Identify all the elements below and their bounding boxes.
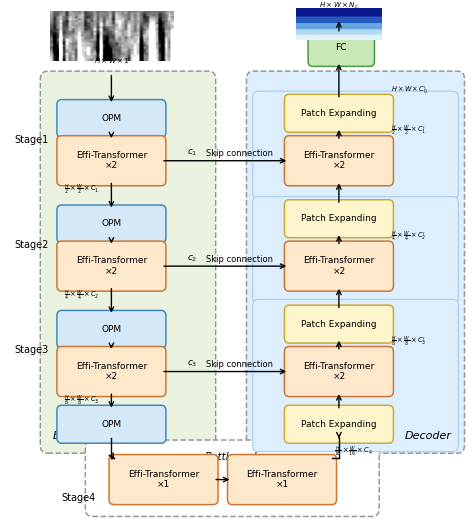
FancyBboxPatch shape — [253, 197, 458, 304]
FancyBboxPatch shape — [57, 136, 166, 186]
Text: OPM: OPM — [101, 419, 121, 429]
Text: Effi-Transformer
×2: Effi-Transformer ×2 — [76, 362, 147, 381]
FancyBboxPatch shape — [284, 347, 393, 396]
Text: OPM: OPM — [101, 325, 121, 334]
Text: $\frac{H}{4}\times\frac{W}{4}\times C_2$: $\frac{H}{4}\times\frac{W}{4}\times C_2$ — [64, 289, 99, 302]
Text: Effi-Transformer
×2: Effi-Transformer ×2 — [76, 151, 147, 170]
Text: FC: FC — [336, 43, 347, 52]
Text: Effi-Transformer
×2: Effi-Transformer ×2 — [303, 151, 374, 170]
FancyBboxPatch shape — [253, 299, 458, 452]
Text: Patch Expanding: Patch Expanding — [301, 419, 377, 429]
Text: Stage2: Stage2 — [14, 240, 49, 250]
FancyBboxPatch shape — [308, 28, 374, 66]
Text: $\frac{H}{4}\times\frac{W}{4}\times C_2^\prime$: $\frac{H}{4}\times\frac{W}{4}\times C_2^… — [391, 230, 426, 243]
Text: Patch Expanding: Patch Expanding — [301, 109, 377, 118]
Text: $\frac{H}{8}\times\frac{W}{8}\times C_3$: $\frac{H}{8}\times\frac{W}{8}\times C_3$ — [64, 394, 99, 408]
Text: Stage4: Stage4 — [62, 493, 96, 503]
FancyBboxPatch shape — [40, 71, 216, 453]
Text: $\frac{H}{16}\times\frac{W}{16}\times C_4$: $\frac{H}{16}\times\frac{W}{16}\times C_… — [334, 445, 373, 458]
FancyBboxPatch shape — [57, 310, 166, 348]
Text: Encoder: Encoder — [53, 431, 99, 441]
Text: $c_2$: $c_2$ — [187, 253, 198, 264]
Text: Patch Expanding: Patch Expanding — [301, 214, 377, 223]
Text: $\frac{H}{8}\times\frac{W}{8}\times C_3^\prime$: $\frac{H}{8}\times\frac{W}{8}\times C_3^… — [391, 335, 426, 349]
Text: Effi-Transformer
×1: Effi-Transformer ×1 — [246, 470, 318, 489]
Text: $H\times W\times 1$: $H\times W\times 1$ — [93, 56, 129, 65]
FancyBboxPatch shape — [57, 241, 166, 291]
Text: Skip connection: Skip connection — [206, 360, 273, 369]
FancyBboxPatch shape — [284, 136, 393, 186]
FancyBboxPatch shape — [253, 91, 458, 199]
FancyBboxPatch shape — [228, 454, 337, 505]
FancyBboxPatch shape — [85, 440, 379, 516]
FancyBboxPatch shape — [284, 200, 393, 238]
Text: Bottleneck: Bottleneck — [204, 452, 260, 462]
Text: Stage1: Stage1 — [14, 135, 48, 144]
Text: Effi-Transformer
×1: Effi-Transformer ×1 — [128, 470, 199, 489]
FancyBboxPatch shape — [284, 241, 393, 291]
Text: $H\times W\times C_0^\prime$: $H\times W\times C_0^\prime$ — [391, 85, 428, 97]
FancyBboxPatch shape — [246, 71, 465, 453]
Text: OPM: OPM — [101, 114, 121, 123]
FancyBboxPatch shape — [109, 454, 218, 505]
FancyBboxPatch shape — [284, 94, 393, 132]
Text: Patch Expanding: Patch Expanding — [301, 319, 377, 329]
Text: Effi-Transformer
×2: Effi-Transformer ×2 — [303, 362, 374, 381]
FancyBboxPatch shape — [57, 100, 166, 138]
Text: $H\times W\times N_c$: $H\times W\times N_c$ — [319, 1, 359, 11]
Text: Skip connection: Skip connection — [206, 149, 273, 158]
Text: Stage3: Stage3 — [14, 346, 48, 355]
FancyBboxPatch shape — [284, 405, 393, 443]
Text: Skip connection: Skip connection — [206, 255, 273, 264]
Text: $c_3$: $c_3$ — [187, 358, 198, 369]
FancyBboxPatch shape — [57, 405, 166, 443]
FancyBboxPatch shape — [57, 347, 166, 396]
Text: OPM: OPM — [101, 219, 121, 229]
Text: Effi-Transformer
×2: Effi-Transformer ×2 — [76, 257, 147, 276]
FancyBboxPatch shape — [284, 305, 393, 343]
FancyBboxPatch shape — [57, 205, 166, 243]
Text: $\frac{H}{2}\times\frac{W}{2}\times C_1^\prime$: $\frac{H}{2}\times\frac{W}{2}\times C_1^… — [391, 124, 426, 139]
Text: Decoder: Decoder — [405, 431, 452, 441]
Text: $c_1$: $c_1$ — [187, 148, 198, 158]
Text: Effi-Transformer
×2: Effi-Transformer ×2 — [303, 257, 374, 276]
Text: $\frac{H}{2}\times\frac{W}{2}\times C_1$: $\frac{H}{2}\times\frac{W}{2}\times C_1$ — [64, 183, 99, 197]
